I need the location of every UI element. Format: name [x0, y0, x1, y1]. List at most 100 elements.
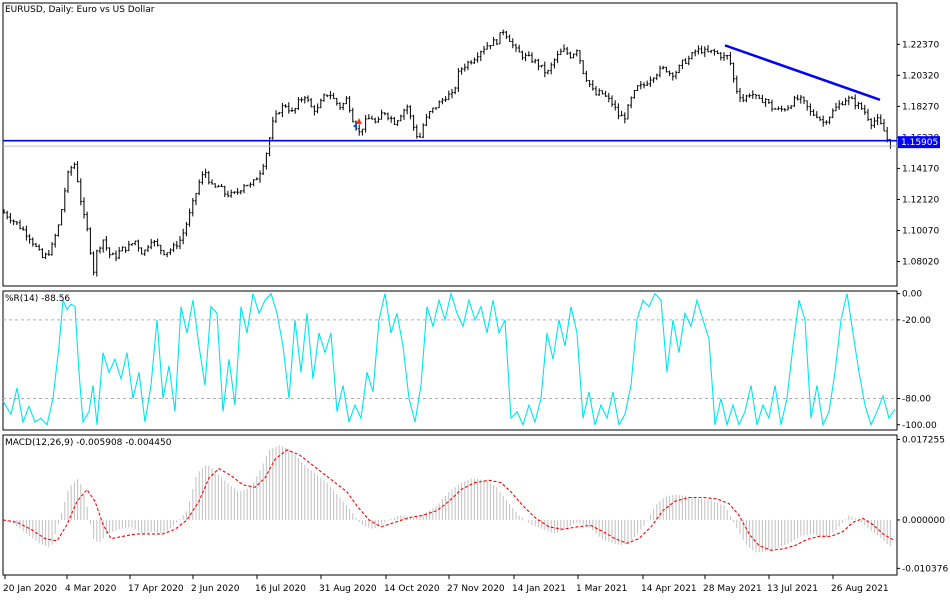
price-bar	[290, 107, 294, 113]
price-bar	[793, 95, 796, 107]
price-bar	[700, 45, 703, 54]
price-bar	[687, 55, 691, 66]
price-bar	[613, 100, 617, 111]
price-bar	[252, 179, 255, 187]
price-bar	[777, 106, 780, 111]
price-bar	[773, 107, 777, 110]
price-bar	[460, 67, 463, 75]
price-bar	[834, 102, 838, 112]
price-bar	[533, 58, 537, 64]
price-bar	[309, 98, 313, 108]
price-bar	[34, 242, 38, 248]
price-bar	[265, 152, 268, 170]
price-y-tick-label: 1.22370	[902, 40, 939, 50]
price-panel: 1.223701.203201.182701.162201.141701.121…	[2, 2, 940, 287]
price-bar	[498, 32, 502, 45]
wpr-y-tick-label: -100.00	[902, 421, 937, 431]
price-bar	[425, 113, 428, 127]
price-bar	[748, 93, 751, 98]
price-bar	[345, 96, 348, 105]
price-bar	[876, 113, 879, 126]
price-bar	[799, 95, 803, 104]
x-tick-label: 4 Mar 2020	[65, 584, 117, 594]
x-tick-label: 14 Jan 2021	[512, 584, 566, 594]
price-bar	[325, 94, 329, 98]
price-bar	[415, 124, 419, 139]
price-bar	[258, 170, 262, 183]
price-bar	[297, 97, 300, 111]
price-bar	[50, 242, 54, 256]
price-bar	[181, 228, 185, 245]
price-bar	[396, 120, 399, 126]
x-tick-label: 14 Apr 2021	[641, 584, 697, 594]
price-bar	[649, 76, 652, 87]
price-bar	[629, 96, 633, 109]
macd-label: MACD(12,26,9) -0.005908 -0.004450	[5, 438, 172, 448]
price-bar	[780, 105, 783, 112]
price-bar	[37, 244, 41, 251]
price-bar	[92, 251, 95, 276]
price-bar	[745, 94, 748, 103]
price-bar	[610, 95, 614, 107]
price-bar	[101, 239, 105, 253]
price-bar	[741, 94, 745, 103]
price-bar	[146, 244, 150, 252]
price-bar	[575, 49, 579, 57]
price-bar	[556, 50, 559, 64]
price-bar	[815, 111, 819, 119]
price-bar	[514, 43, 518, 52]
price-bar	[873, 117, 876, 128]
price-bar	[9, 213, 12, 224]
price-bar	[73, 162, 76, 169]
price-bar	[28, 234, 31, 244]
price-bar	[159, 244, 163, 255]
price-bar	[175, 240, 179, 250]
price-bar	[210, 179, 214, 185]
price-bar	[361, 128, 364, 136]
price-bar	[364, 115, 367, 133]
wpr-panel: 0.00 -20.00 -80.00 -100.00	[2, 290, 937, 431]
price-bar	[633, 89, 636, 99]
price-bar	[860, 102, 863, 110]
x-axis: 20 Jan 2020 4 Mar 2020 17 Apr 2020 2 Jun 20…	[3, 574, 897, 594]
price-bar	[165, 252, 169, 258]
price-bar	[511, 38, 515, 49]
price-bar	[15, 221, 19, 226]
price-bar	[185, 222, 188, 237]
price-bar	[841, 101, 844, 106]
price-bar	[303, 96, 307, 104]
price-bar	[604, 90, 607, 97]
price-y-tick-label: 1.20320	[902, 71, 939, 81]
price-bar	[284, 104, 287, 108]
price-bar	[761, 94, 764, 104]
price-bar	[143, 249, 147, 256]
price-bar	[732, 62, 735, 83]
price-bar	[431, 107, 435, 114]
price-bar	[453, 86, 457, 95]
price-bar	[105, 235, 108, 251]
price-bar	[709, 49, 713, 54]
price-bar	[540, 64, 543, 68]
price-bar	[805, 100, 809, 111]
price-bar	[341, 102, 345, 111]
price-bar	[466, 60, 470, 71]
price-bar	[559, 48, 563, 56]
price-bar	[645, 80, 649, 87]
price-bar	[236, 188, 239, 195]
price-tag-box	[898, 136, 940, 149]
price-bar	[713, 48, 716, 56]
wpr-y-tick-label: -80.00	[902, 395, 931, 405]
price-bar	[348, 96, 351, 113]
price-bar	[444, 96, 447, 102]
price-bar	[722, 52, 726, 61]
price-bar	[697, 45, 700, 55]
price-bar	[162, 249, 166, 256]
price-bar	[821, 115, 825, 127]
price-bar	[133, 240, 137, 246]
price-bar	[12, 219, 15, 226]
price-bar	[476, 52, 479, 63]
price-bar	[172, 242, 175, 252]
price-bar	[725, 54, 729, 60]
price-bar	[652, 77, 655, 83]
